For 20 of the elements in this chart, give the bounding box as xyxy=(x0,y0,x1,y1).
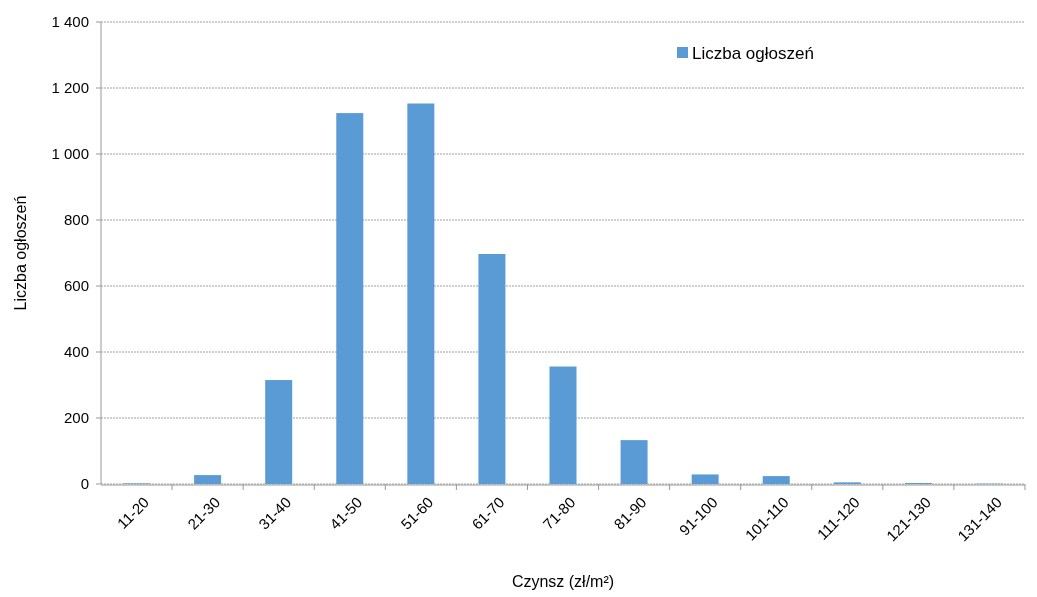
y-tick-label: 600 xyxy=(63,277,89,295)
bar xyxy=(336,113,364,484)
legend-label: Liczba ogłoszeń xyxy=(692,43,814,63)
bar xyxy=(265,380,293,484)
y-tick-label: 400 xyxy=(63,343,89,361)
y-tick-label: 0 xyxy=(80,475,89,493)
bar xyxy=(762,476,790,484)
bar xyxy=(691,474,719,484)
x-axis-title: Czynsz (zł/m²) xyxy=(511,573,615,590)
bar xyxy=(549,366,577,484)
y-axis-title: Liczba ogłoszeń xyxy=(12,195,29,311)
bar xyxy=(478,253,506,484)
y-tick-label: 1 400 xyxy=(51,13,89,31)
y-tick-label: 800 xyxy=(63,211,89,229)
bar xyxy=(407,103,435,484)
y-tick-label: 200 xyxy=(63,409,89,427)
bar xyxy=(194,475,222,484)
y-tick-label: 1 200 xyxy=(51,79,89,97)
bar xyxy=(620,440,648,484)
y-tick-label: 1 000 xyxy=(51,145,89,163)
